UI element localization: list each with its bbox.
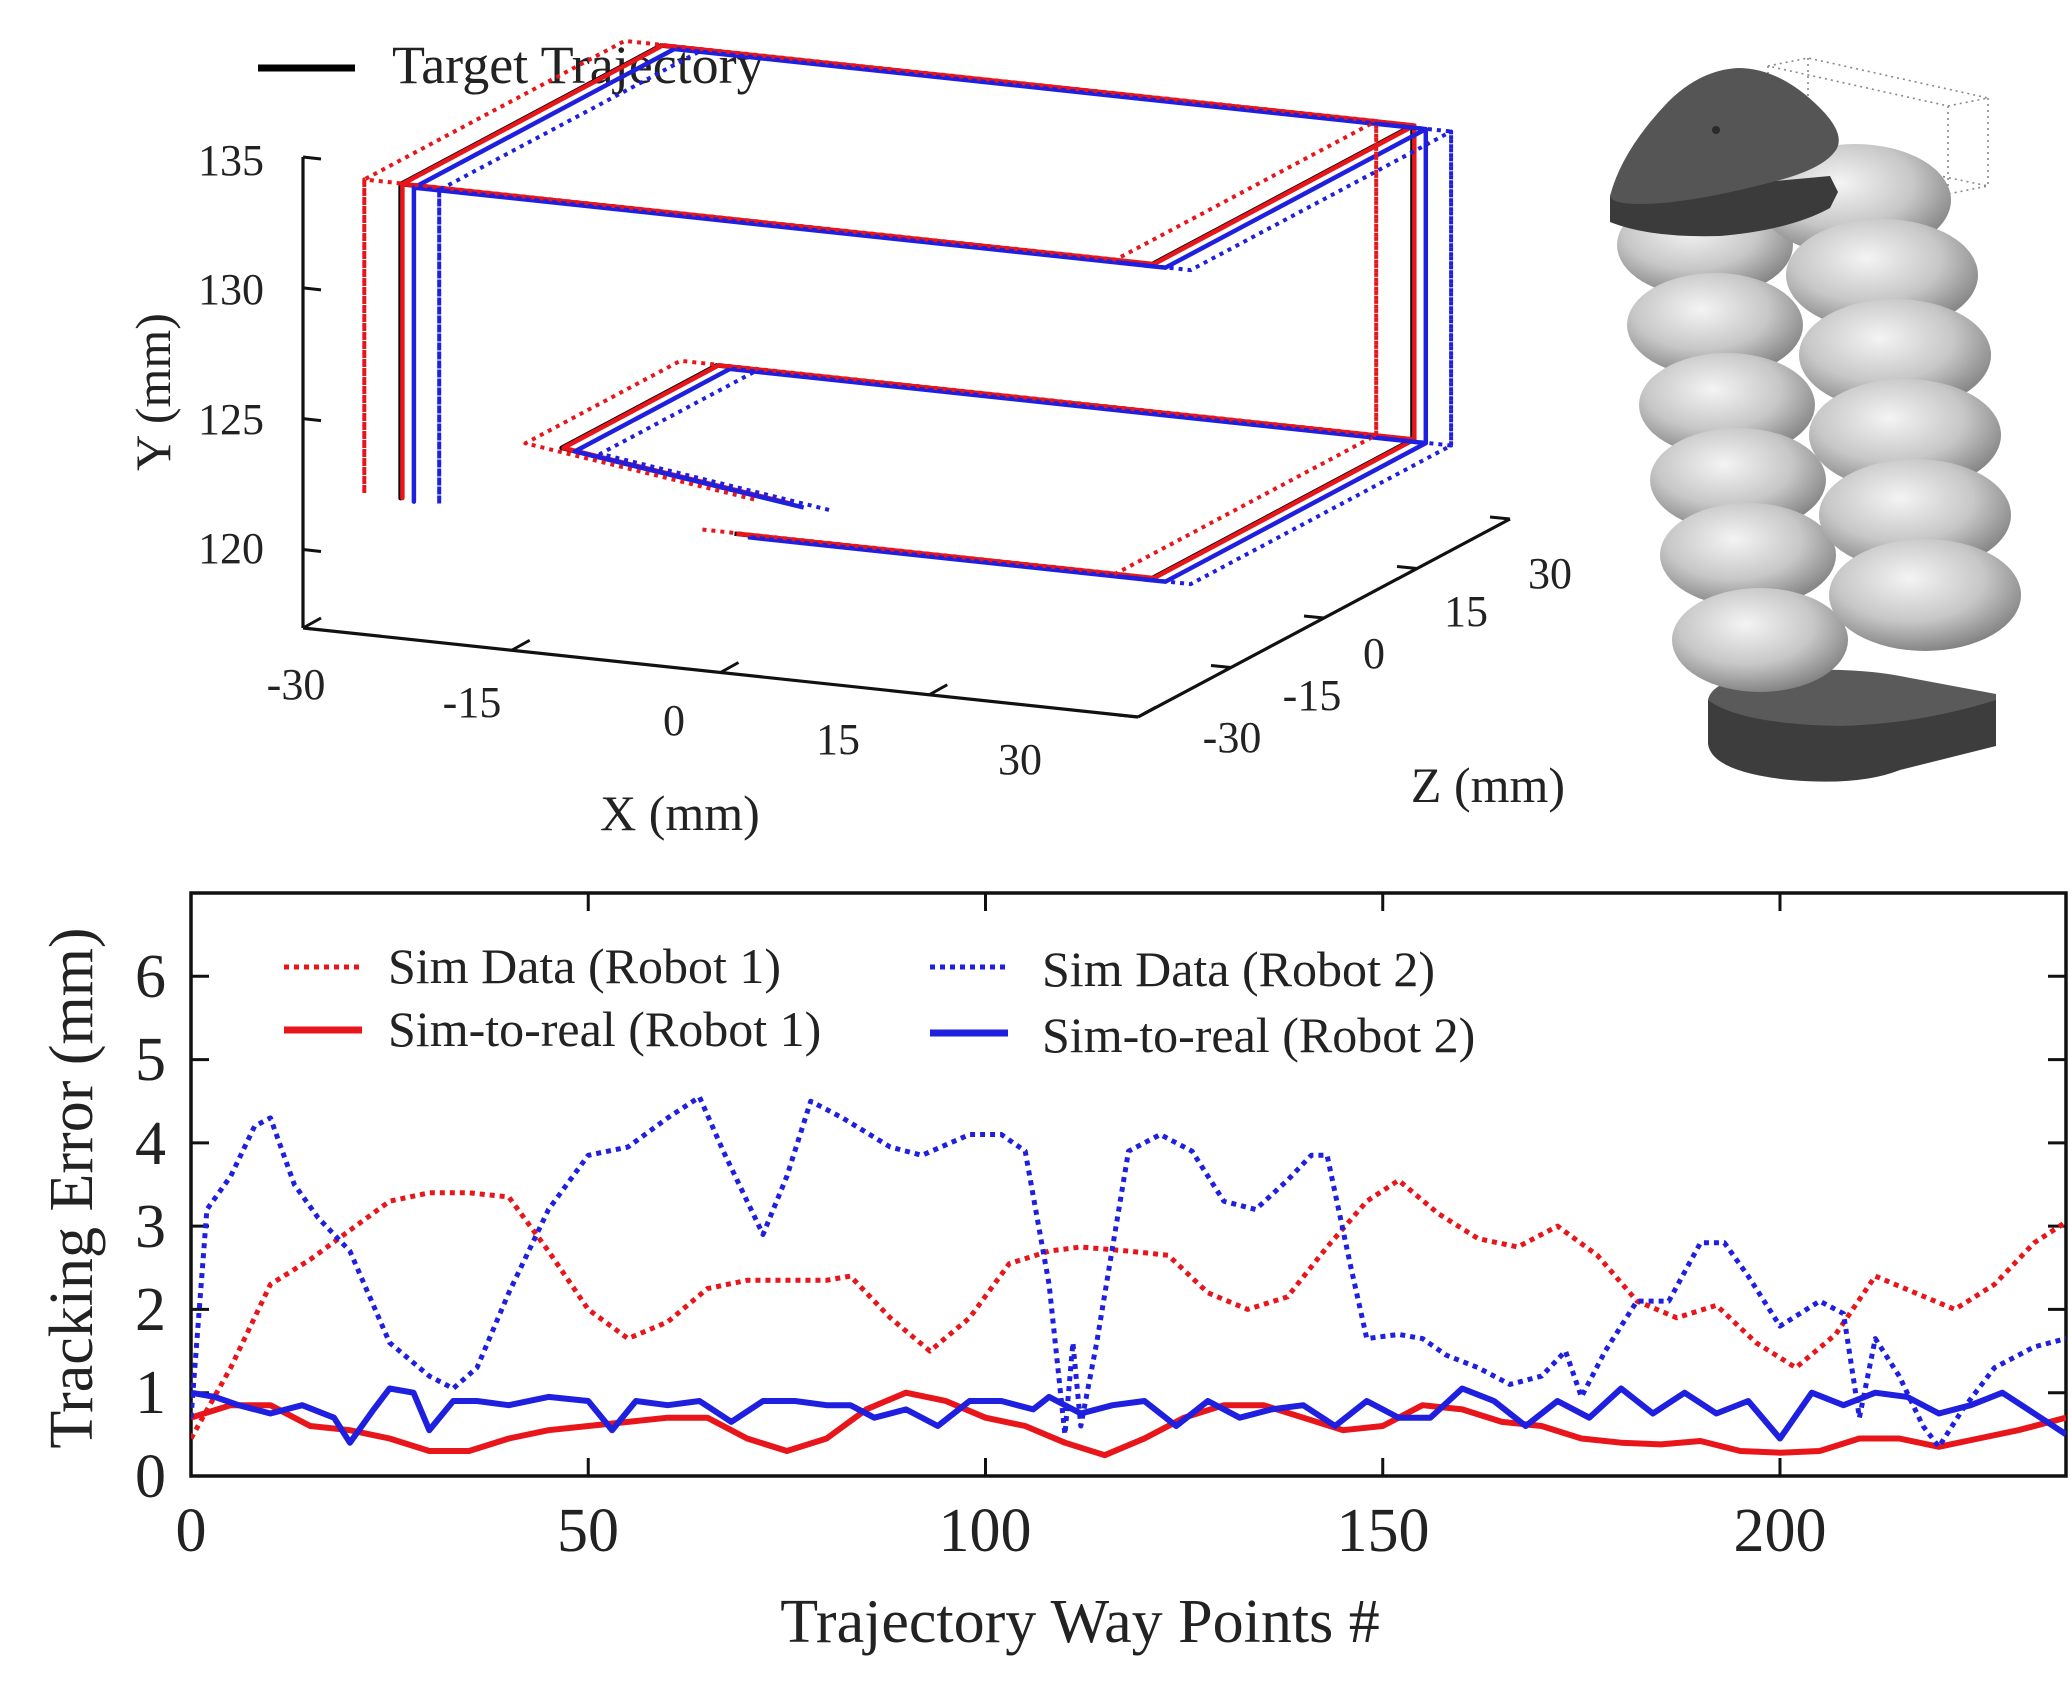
legend-label-real-robot2: Sim-to-real (Robot 2) bbox=[1042, 1007, 1475, 1063]
x-tick-label: 0 bbox=[663, 696, 685, 745]
trajectory-sim-data-robot-2 bbox=[437, 49, 1454, 587]
y-tick-mark bbox=[302, 417, 322, 423]
y-tick-mark bbox=[302, 286, 322, 292]
z-tick-labels-3d: -30 -15 0 15 30 bbox=[1203, 549, 1572, 762]
series-sim-data-robot-2 bbox=[191, 1094, 2066, 1450]
z-tick-mark bbox=[1396, 565, 1418, 570]
x-tick-mark bbox=[719, 661, 740, 674]
robot-segments bbox=[1617, 144, 2021, 692]
x-axis-label-2d: Trajectory Way Points # bbox=[780, 1588, 1380, 1656]
trajectory-sim-data-robot-1 bbox=[362, 38, 1379, 576]
x-axis-label-3d: X (mm) bbox=[600, 785, 760, 841]
legend-label-sim-robot1: Sim Data (Robot 1) bbox=[388, 938, 781, 994]
robot-torus bbox=[1799, 299, 1991, 411]
x-tick-label: 0 bbox=[176, 1497, 207, 1565]
soft-robot-illustration bbox=[1610, 57, 2021, 782]
legend-2d: Sim Data (Robot 1) Sim-to-real (Robot 1)… bbox=[284, 938, 1475, 1063]
y-axis-label-3d: Y (mm) bbox=[125, 313, 181, 471]
x-tick-label: 30 bbox=[998, 735, 1042, 784]
trajectory-sim-to-real-robot-2 bbox=[411, 46, 1429, 584]
x-tick-labels-3d: -30 -15 0 15 30 bbox=[267, 660, 1042, 784]
x-tick-mark bbox=[928, 683, 948, 697]
z-tick-mark bbox=[1210, 664, 1232, 669]
robot-torus bbox=[1672, 588, 1848, 692]
z-tick-label: 0 bbox=[1363, 629, 1385, 678]
y-tick-labels-2d: 0 1 2 3 4 5 6 bbox=[135, 943, 166, 1511]
y-tick-mark bbox=[302, 155, 322, 161]
y-tick-label: 120 bbox=[198, 524, 264, 573]
robot-torus bbox=[1829, 539, 2021, 651]
x-tick-label: 200 bbox=[1734, 1497, 1827, 1565]
y-tick-label: 0 bbox=[135, 1443, 166, 1511]
y-tick-label: 135 bbox=[198, 136, 264, 185]
y-tick-labels-3d: 120 125 130 135 bbox=[198, 136, 264, 573]
series-sim-to-real-robot-2 bbox=[191, 1385, 2066, 1446]
target-trajectory-legend-label: Target Trajectory bbox=[392, 35, 764, 95]
z-tick-label: -30 bbox=[1203, 713, 1262, 762]
x-tick-labels-2d: 0 50 100 150 200 bbox=[176, 1497, 1827, 1565]
y-tick-label: 5 bbox=[135, 1026, 166, 1094]
robot-torus bbox=[1809, 379, 2001, 491]
x-tick-label: -30 bbox=[267, 660, 326, 709]
x-tick-label: 100 bbox=[939, 1497, 1032, 1565]
z-tick-mark bbox=[1117, 713, 1139, 719]
robot-torus bbox=[1819, 459, 2011, 571]
robot-torus bbox=[1639, 353, 1815, 457]
series-sim-to-real-robot-1 bbox=[191, 1389, 2066, 1459]
x-tick-label: 50 bbox=[557, 1497, 619, 1565]
robot-torus bbox=[1627, 273, 1803, 377]
robot-torus bbox=[1650, 428, 1826, 532]
z-tick-mark bbox=[1303, 614, 1325, 620]
y-tick-label: 3 bbox=[135, 1193, 166, 1261]
y-axis-label-2d: Tracking Error (mm) bbox=[38, 927, 106, 1448]
plot-frame bbox=[189, 891, 2068, 1478]
legend-label-sim-robot2: Sim Data (Robot 2) bbox=[1042, 941, 1435, 997]
y-tick-label: 130 bbox=[198, 265, 264, 314]
x-tick-mark bbox=[511, 638, 531, 652]
y-tick-label: 6 bbox=[135, 943, 166, 1011]
trajectory-3d-plot: 120 125 130 135 -30 -15 0 15 30 -30 -15 … bbox=[125, 38, 1572, 841]
trajectory-lines-3d bbox=[362, 38, 1454, 587]
z-tick-mark bbox=[1489, 515, 1511, 521]
tick-marks-3d bbox=[302, 155, 1511, 719]
trajectory-sim-to-real-robot-1 bbox=[400, 43, 1417, 581]
y-tick-label: 125 bbox=[198, 395, 264, 444]
z-tick-label: 15 bbox=[1444, 587, 1488, 636]
tracking-error-plot: 0 1 2 3 4 5 6 0 50 100 150 200 Trajector… bbox=[38, 891, 2068, 1656]
robot-torus bbox=[1660, 503, 1836, 607]
z-tick-label: 30 bbox=[1528, 549, 1572, 598]
x-tick-label: 150 bbox=[1337, 1497, 1430, 1565]
z-tick-label: -15 bbox=[1283, 671, 1342, 720]
series-sim-data-robot-1 bbox=[191, 1177, 2066, 1440]
y-tick-mark bbox=[302, 548, 322, 553]
x-tick-label: -15 bbox=[443, 678, 502, 727]
x-tick-mark bbox=[302, 616, 322, 630]
y-tick-label: 1 bbox=[135, 1359, 166, 1427]
z-axis-label-3d: Z (mm) bbox=[1411, 757, 1565, 813]
top-legend: Target Trajectory bbox=[258, 35, 764, 95]
series-lines-2d bbox=[191, 1094, 2066, 1459]
y-tick-label: 2 bbox=[135, 1276, 166, 1344]
legend-label-real-robot1: Sim-to-real (Robot 1) bbox=[388, 1001, 821, 1057]
y-tick-label: 4 bbox=[135, 1110, 166, 1178]
x-tick-label: 15 bbox=[816, 715, 860, 764]
x-tick-mark bbox=[1137, 705, 1157, 719]
robot-top-cap bbox=[1610, 68, 1839, 237]
